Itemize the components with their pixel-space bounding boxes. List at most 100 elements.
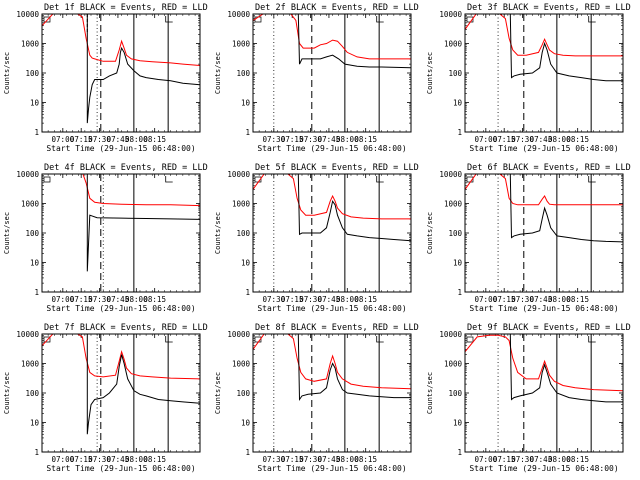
x-tick-label: 07:30 <box>88 295 111 304</box>
x-tick-label: 08:15 <box>143 295 166 304</box>
y-tick-label: 1000 <box>232 40 251 49</box>
x-tick-label: 07:00 <box>52 455 75 464</box>
x-tick-label: 07:43 <box>530 295 553 304</box>
x-tick-label: 07:15 <box>493 135 516 144</box>
flag-box-glyph <box>254 176 262 183</box>
x-axis-label: Start Time (29-Jun-15 06:48:00) <box>257 144 406 153</box>
flag-box-glyph <box>466 176 474 183</box>
flag-box-glyph <box>466 16 474 23</box>
y-axis-label: Counts/sec <box>426 212 434 254</box>
flag-box-glyph <box>43 16 51 23</box>
x-tick-label: 07:15 <box>281 135 304 144</box>
plot-frame <box>252 333 412 453</box>
flag-box-glyph <box>43 176 51 183</box>
y-tick-label: 10 <box>241 99 251 108</box>
panel-title: Det 4f BLACK = Events, RED = LLD <box>44 163 208 173</box>
x-tick-label: 08:00 <box>125 455 148 464</box>
y-tick-label: 1000 <box>21 200 40 209</box>
x-tick-label: 07:15 <box>70 295 93 304</box>
y-tick-label: 10000 <box>439 330 462 339</box>
flag-box-glyph <box>254 336 262 343</box>
x-tick-label: 08:00 <box>336 455 359 464</box>
y-tick-label: 10 <box>30 259 40 268</box>
panel-title: Det 9f BLACK = Events, RED = LLD <box>467 323 631 333</box>
x-tick-label: 07:00 <box>52 295 75 304</box>
y-axis-label: Counts/sec <box>214 212 222 254</box>
y-tick-label: 1000 <box>232 360 251 369</box>
flag-glyph <box>165 176 173 183</box>
y-tick-label: 10 <box>241 259 251 268</box>
x-tick-label: 08:15 <box>566 455 589 464</box>
panel-title: Det 2f BLACK = Events, RED = LLD <box>255 3 419 13</box>
panel-1: Det 1f BLACK = Events, RED = LLD Counts/s… <box>3 3 208 153</box>
panel-3: Det 3f BLACK = Events, RED = LLD Counts/s… <box>426 3 631 153</box>
plot-frame <box>41 13 201 133</box>
panel-title: Det 3f BLACK = Events, RED = LLD <box>467 3 631 13</box>
y-tick-label: 1000 <box>444 40 463 49</box>
flag-glyph <box>165 336 173 343</box>
flag-glyph <box>376 16 384 23</box>
y-tick-label: 1 <box>34 288 39 297</box>
panel-6: Det 6f BLACK = Events, RED = LLD Counts/s… <box>426 163 631 313</box>
x-tick-label: 07:15 <box>70 135 93 144</box>
events-series-line <box>85 14 200 124</box>
y-tick-label: 10 <box>30 99 40 108</box>
x-tick-label: 08:00 <box>548 135 571 144</box>
y-tick-label: 100 <box>25 389 39 398</box>
panel-2: Det 2f BLACK = Events, RED = LLD Counts/s… <box>214 3 419 153</box>
y-tick-label: 1 <box>457 288 462 297</box>
y-axis-label: Counts/sec <box>426 372 434 414</box>
events-series-line <box>85 334 200 435</box>
x-tick-label: 08:15 <box>566 295 589 304</box>
x-tick-label: 08:15 <box>566 135 589 144</box>
lld-series-line <box>253 14 411 60</box>
x-tick-label: 08:15 <box>354 135 377 144</box>
panel-title: Det 7f BLACK = Events, RED = LLD <box>44 323 208 333</box>
x-tick-label: 07:30 <box>511 295 534 304</box>
panel-title: Det 1f BLACK = Events, RED = LLD <box>44 3 208 13</box>
x-tick-label: 07:30 <box>88 135 111 144</box>
y-tick-label: 1000 <box>21 360 40 369</box>
y-tick-label: 1 <box>457 128 462 137</box>
y-axis-label: Counts/sec <box>426 52 434 94</box>
x-axis-label: Start Time (29-Jun-15 06:48:00) <box>469 304 618 313</box>
x-tick-label: 07:45 <box>318 455 341 464</box>
panel-7: Det 7f BLACK = Events, RED = LLD Counts/s… <box>3 323 208 473</box>
plot-frame <box>464 333 624 453</box>
y-tick-label: 10000 <box>16 170 39 179</box>
flag-box-glyph <box>43 336 51 343</box>
y-tick-label: 10 <box>453 259 463 268</box>
x-tick-label: 07:15 <box>493 455 516 464</box>
x-tick-label: 07:15 <box>281 455 304 464</box>
panel-title: Det 5f BLACK = Events, RED = LLD <box>255 163 419 173</box>
y-tick-label: 10000 <box>227 170 250 179</box>
lld-series-line <box>42 334 200 380</box>
x-tick-label: 07:45 <box>107 135 130 144</box>
x-tick-label: 08:00 <box>548 295 571 304</box>
x-tick-label: 07:43 <box>530 455 553 464</box>
x-tick-label: 08:00 <box>548 455 571 464</box>
y-tick-label: 100 <box>236 69 250 78</box>
y-tick-label: 100 <box>448 69 462 78</box>
x-tick-label: 07:00 <box>52 135 75 144</box>
x-tick-label: 07:15 <box>281 295 304 304</box>
flag-box-glyph <box>466 336 474 343</box>
x-tick-label: 08:00 <box>336 295 359 304</box>
y-tick-label: 1 <box>245 288 250 297</box>
x-tick-label: 08:15 <box>143 135 166 144</box>
x-tick-label: 07:45 <box>318 135 341 144</box>
panel-4: Det 4f BLACK = Events, RED = LLD Counts/s… <box>3 163 208 313</box>
x-tick-label: 08:00 <box>125 295 148 304</box>
panel-5: Det 5f BLACK = Events, RED = LLD Counts/s… <box>214 163 419 313</box>
x-axis-label: Start Time (29-Jun-15 06:48:00) <box>46 144 195 153</box>
plot-frame <box>252 173 412 293</box>
flag-glyph <box>165 16 173 23</box>
x-tick-label: 07:45 <box>318 295 341 304</box>
y-tick-label: 10000 <box>439 170 462 179</box>
lld-series-line <box>253 174 411 220</box>
lld-series-line <box>465 14 623 57</box>
y-axis-label: Counts/sec <box>3 212 11 254</box>
y-tick-label: 10 <box>453 419 463 428</box>
y-tick-label: 1 <box>34 448 39 457</box>
panel-8: Det 8f BLACK = Events, RED = LLD Counts/s… <box>214 323 419 473</box>
